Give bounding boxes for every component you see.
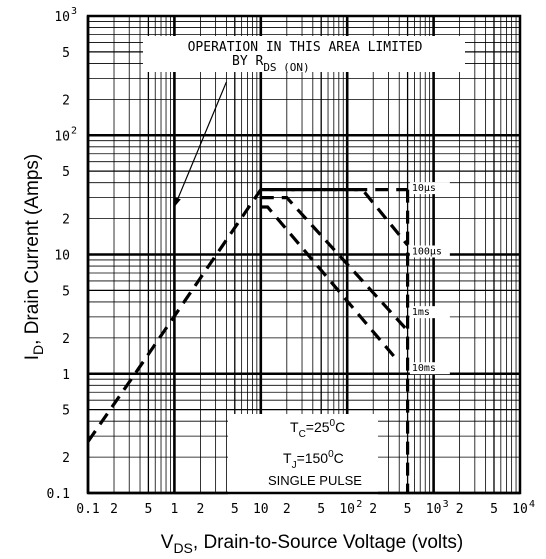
y-tick-label: 10 [54, 129, 70, 144]
curve-label-bg [409, 182, 450, 195]
y-tick-label: 5 [62, 46, 70, 61]
y-tick-label: 5 [62, 404, 70, 419]
x-tick-labels: 0.1 2 5 1 2 5 10 2 5 10 2 5 10 2 5 102 3 4 [76, 499, 535, 517]
x-tick-exponent: 3 [443, 499, 449, 510]
y-tick-exponent: 2 [71, 125, 77, 136]
y-tick-label: 5 [62, 165, 70, 180]
y-tick-label: 0.1 [47, 487, 70, 502]
series-line-10ms [260, 205, 399, 362]
x-tick-label: 10 [512, 502, 528, 517]
annotation-boxes [143, 36, 465, 496]
curve-label-bg [409, 245, 450, 258]
x-tick-label: 10 [253, 502, 269, 517]
x-tick-label: 2 [110, 502, 118, 517]
x-tick-exponent: 2 [356, 499, 362, 510]
curve-label: 1ms [412, 307, 430, 318]
curve-label-bg [409, 362, 450, 375]
series-lines [86, 188, 410, 493]
y-tick-label: 2 [62, 213, 70, 228]
x-tick-label: 2 [369, 502, 377, 517]
y-tick-label: 10 [54, 10, 70, 25]
conditions-box [228, 414, 378, 496]
curve-label: 10ms [412, 363, 436, 374]
limit-annotation-box [143, 36, 465, 72]
tc-condition: TC=250C [290, 418, 345, 440]
x-axis-label: VDS, Drain-to-Source Voltage (volts) [161, 532, 463, 556]
y-tick-label: 2 [62, 451, 70, 466]
series-line-1ms [260, 196, 409, 332]
limit-arrow-head [174, 197, 181, 207]
curve-label: 10µs [412, 183, 436, 194]
x-tick-label: 5 [144, 502, 152, 517]
limit-arrow [173, 81, 227, 208]
x-tick-exponent: 4 [529, 499, 535, 510]
y-tick-label: 10 [54, 249, 70, 264]
y-tick-label: 2 [62, 332, 70, 347]
curve-label-bg [409, 306, 450, 319]
x-tick-label: 1 [170, 502, 178, 517]
limit-annotation-line1: OPERATION IN THIS AREA LIMITED [188, 40, 423, 55]
x-tick-label: 10 [426, 502, 442, 517]
x-tick-label: 2 [283, 502, 291, 517]
y-axis-label: ID, Drain Current (Amps) [22, 154, 46, 361]
series-line-100s [260, 188, 409, 247]
x-tick-label: 5 [231, 502, 239, 517]
x-tick-label: 10 [339, 502, 355, 517]
tj-condition: TJ=1500C [283, 449, 344, 471]
y-tick-exponent: 3 [71, 6, 77, 17]
x-tick-label: 2 [196, 502, 204, 517]
x-tick-label: 2 [456, 502, 464, 517]
limit-annotation-line2: BY RDS (ON) [232, 54, 310, 74]
y-tick-label: 1 [62, 368, 70, 383]
plot-border [86, 14, 522, 495]
x-tick-label: 5 [404, 502, 412, 517]
curve-labels: 10µs 100µs 1ms 10ms [409, 182, 450, 375]
x-tick-label: 5 [317, 502, 325, 517]
x-tick-label: 0.1 [76, 502, 99, 517]
curve-label: 100µs [412, 247, 442, 258]
y-tick-label: 2 [62, 93, 70, 108]
limit-arrow-shaft [173, 81, 227, 208]
single-pulse-label: SINGLE PULSE [268, 473, 362, 488]
grid [86, 16, 520, 495]
y-tick-label: 5 [62, 284, 70, 299]
x-tick-label: 5 [490, 502, 498, 517]
